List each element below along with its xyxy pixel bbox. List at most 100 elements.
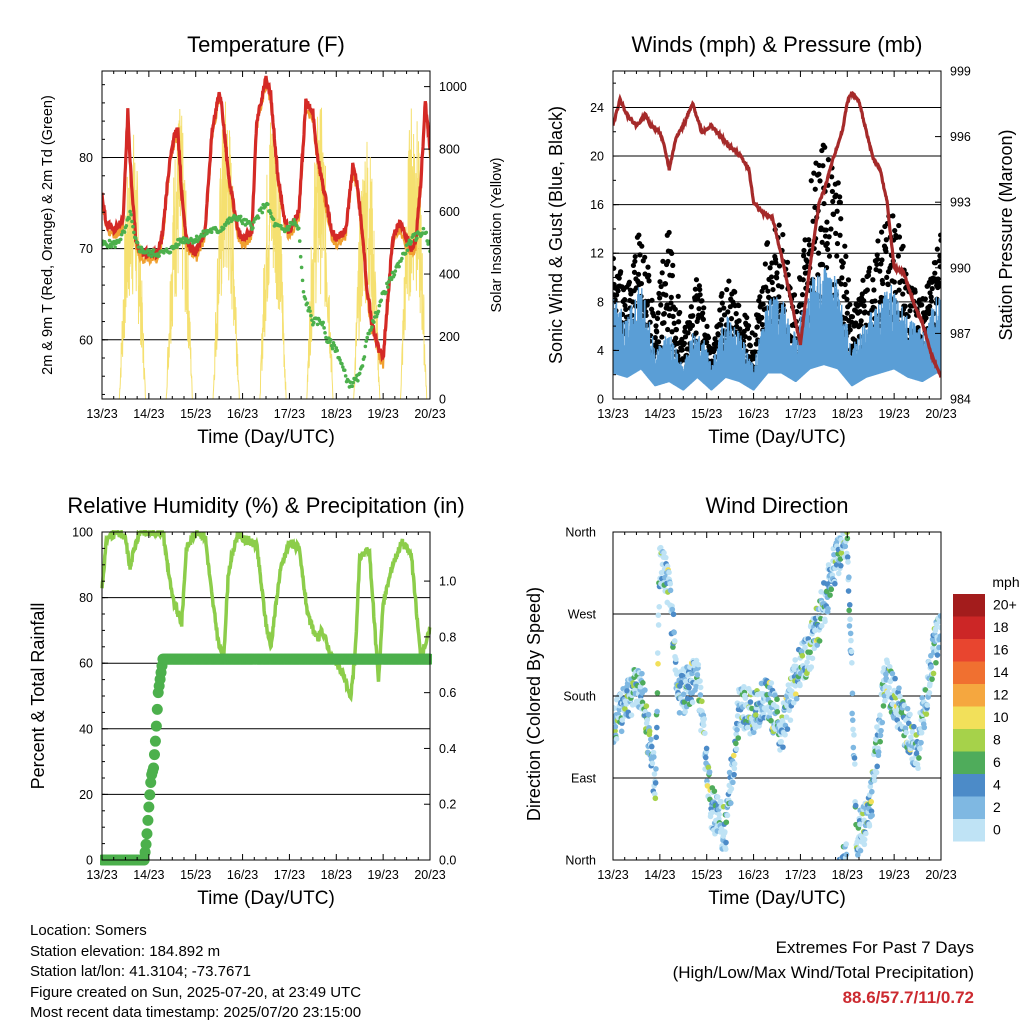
gust-point [745,323,752,329]
rh-series [100,530,432,866]
dewpoint-point [130,219,134,224]
gust-point [662,281,669,287]
gust-point [675,293,681,299]
gust-point [880,280,886,287]
precip-point [143,801,155,813]
panel-title: Temperature (F) [187,32,345,57]
direction-point [780,744,786,750]
y-tick-label: 70 [79,242,93,256]
x-axis-label: Time (Day/UTC) [708,888,846,909]
colorbar-label: 10 [993,709,1009,725]
direction-point [875,749,882,755]
gust-point [824,219,830,225]
gust-point [922,296,928,302]
y2-tick-label: 0.8 [439,630,456,644]
gust-point [661,310,667,317]
gust-point [663,292,669,298]
direction-point [925,694,931,700]
dewpoint-point [370,325,374,329]
dewpoint-point [310,318,314,322]
direction-point [646,728,653,735]
colorbar-swatch [953,729,985,752]
dewpoint-point [409,239,414,244]
gust-point [696,306,702,312]
gust-point [858,318,864,324]
direction-point [722,829,728,835]
direction-point [832,580,838,587]
gust-point [874,256,881,262]
dewpoint-point [330,346,335,351]
gust-point [737,326,743,332]
dewpoint-point [266,202,270,207]
direction-point [673,656,679,663]
station-info: Location: Somers Station elevation: 184.… [30,921,361,1024]
gust-point [632,253,638,260]
direction-point [882,697,888,704]
gust-point [879,257,885,263]
dewpoint-point [122,230,127,234]
gust-point [932,270,938,276]
gust-point [649,297,655,303]
gust-point [717,307,723,313]
gust-point [637,252,643,258]
gust-point [937,253,941,259]
gust-point [872,298,878,304]
gust-point [669,329,675,335]
gust-point [668,300,674,306]
dewpoint-point [132,230,136,235]
direction-point [747,699,754,705]
direction-point [667,587,674,594]
direction-point [867,783,874,790]
direction-point [724,812,731,819]
dewpoint-point [113,245,117,249]
precip-point [148,762,160,774]
direction-point [783,714,790,720]
direction-point [706,769,713,775]
gust-point [900,291,906,297]
y2-tick-label: 984 [950,393,971,407]
direction-point [880,703,887,709]
created-text: Figure created on Sun, 2025-07-20, at 23… [30,983,362,1001]
timestamp-text: Most recent data timestamp: 2025/07/20 2… [30,1004,362,1021]
direction-point [878,727,884,734]
x-tick-label: 18/23 [321,868,352,882]
colorbar-swatch [953,616,985,639]
direction-point [654,650,661,656]
dewpoint-point [311,320,316,325]
direction-point [847,630,854,637]
direction-point [787,717,794,723]
y-tick-label: 40 [79,722,93,736]
gust-point [659,270,665,276]
direction-point [731,765,738,772]
colorbar-swatch [953,796,985,819]
direction-point [790,699,797,706]
gust-point [878,229,885,235]
x-tick-label: 20/23 [414,868,445,882]
direction-point [808,664,815,670]
dewpoint-point [324,335,328,340]
gust-point [800,277,806,283]
gust-point [631,269,638,275]
gust-point [753,341,759,347]
gust-point [655,310,661,316]
direction-point [773,704,780,710]
direction-point [917,745,923,752]
direction-point [886,663,893,670]
gust-point [699,298,705,304]
y2-tick-label: 0 [439,393,446,407]
x-tick-label: 15/23 [691,868,722,882]
gust-point [923,315,929,321]
direction-point [835,570,842,577]
gust-point [689,322,696,329]
gust-point [815,250,822,256]
gust-point [883,237,889,243]
gust-point [801,253,807,259]
gust-point [829,188,835,195]
gust-point [890,213,896,219]
x-tick-label: 20/23 [925,868,956,882]
precip-point [144,789,156,801]
dewpoint-point [415,236,419,240]
dewpoint-point [119,232,124,237]
gust-point [821,200,827,207]
direction-point [655,661,661,667]
